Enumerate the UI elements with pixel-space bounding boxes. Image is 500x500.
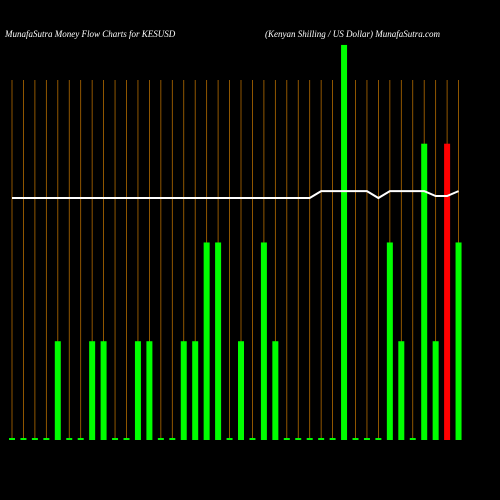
bar	[421, 143, 428, 440]
bar	[112, 438, 119, 440]
bar	[398, 341, 405, 440]
bar	[20, 438, 27, 440]
bar	[386, 242, 393, 440]
bar	[363, 438, 370, 440]
bar	[249, 438, 256, 440]
bar	[180, 341, 187, 440]
bar	[123, 438, 130, 440]
chart-subtitle: (Kenyan Shilling / US Dollar) MunafaSutr…	[265, 29, 440, 39]
bar	[375, 438, 382, 440]
bar	[295, 438, 302, 440]
bar	[43, 438, 50, 440]
bar	[432, 341, 439, 440]
bar	[9, 438, 15, 440]
bar	[226, 438, 233, 440]
bar	[89, 341, 96, 440]
bar	[409, 438, 416, 440]
bar	[329, 438, 336, 440]
bar	[260, 242, 267, 440]
bar	[238, 341, 244, 440]
bar	[306, 438, 313, 440]
chart-title: MunafaSutra Money Flow Charts for KESUSD	[4, 29, 176, 39]
bar	[341, 44, 348, 441]
bar	[77, 438, 84, 440]
bar	[203, 242, 210, 440]
bar	[272, 341, 279, 440]
bar	[215, 242, 222, 440]
bar	[157, 438, 164, 440]
bar	[100, 341, 107, 440]
bar	[192, 341, 199, 440]
bar	[318, 438, 325, 440]
money-flow-line	[12, 190, 459, 200]
bar	[66, 438, 73, 440]
bar	[455, 242, 462, 440]
bar	[31, 438, 38, 440]
bar	[169, 438, 176, 440]
bar	[352, 438, 359, 440]
bar	[54, 341, 61, 440]
bar	[444, 143, 451, 440]
bar	[146, 341, 153, 440]
bar	[283, 438, 290, 440]
bar	[134, 341, 141, 440]
